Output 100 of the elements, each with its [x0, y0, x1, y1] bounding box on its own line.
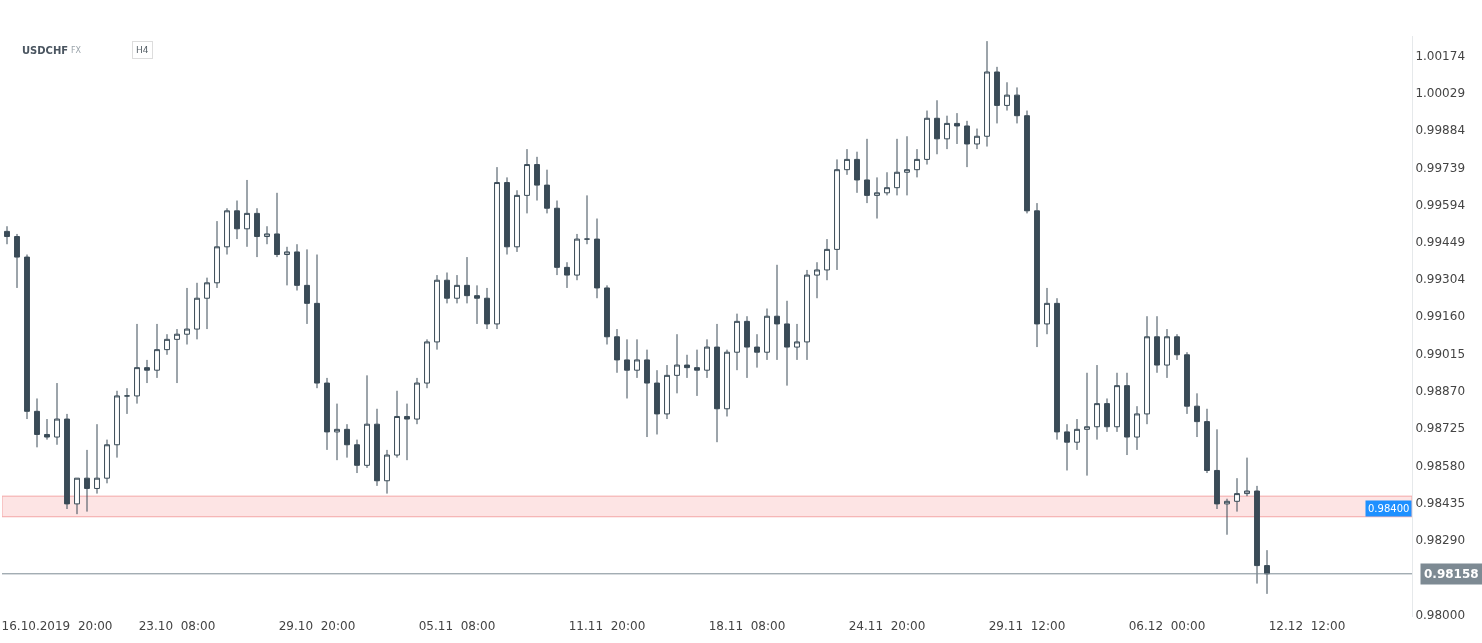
candlestick: [704, 338, 710, 379]
candlestick: [254, 207, 260, 258]
candlestick: [684, 354, 690, 379]
candlestick: [234, 200, 240, 240]
annotation: H4: [136, 45, 149, 55]
candlestick: [874, 176, 880, 220]
x-tick-label: 11.11 20:00: [568, 619, 646, 633]
candlestick: [564, 261, 570, 289]
candlestick: [654, 369, 660, 435]
candlestick: [504, 176, 510, 256]
ref-line-label: 0.98158: [1424, 567, 1479, 581]
candlestick: [994, 66, 1000, 124]
candlestick: [134, 323, 140, 405]
candlestick: [384, 449, 390, 495]
band-label: 0.98400: [1368, 503, 1410, 514]
candlestick: [944, 115, 950, 150]
x-tick-label: 29.11 12:00: [988, 619, 1066, 633]
candlestick: [954, 112, 960, 145]
candlestick: [444, 272, 450, 304]
candlestick: [794, 323, 800, 361]
candlestick: [294, 243, 300, 292]
candlestick: [754, 333, 760, 369]
candlestick: [1074, 418, 1080, 451]
candlestick: [474, 284, 480, 325]
candlestick: [714, 323, 720, 443]
y-tick-label: 0.98870: [1415, 383, 1466, 398]
candlestick: [264, 225, 270, 245]
candlestick: [1034, 202, 1040, 348]
candlestick: [834, 158, 840, 271]
candlestick: [124, 387, 130, 415]
x-tick-label: 29.10 20:00: [278, 619, 356, 633]
candlestick: [1164, 328, 1170, 379]
y-tick-label: 0.99449: [1415, 235, 1466, 250]
candlestick: [804, 269, 810, 361]
candlestick: [534, 156, 540, 202]
candlestick: [924, 110, 930, 166]
candlestick: [204, 277, 210, 330]
candlestick: [614, 328, 620, 374]
candlestick: [114, 390, 120, 459]
candlestick: [414, 377, 420, 425]
candlestick: [784, 300, 790, 387]
candlestick: [574, 233, 580, 281]
candlestick: [164, 333, 170, 356]
candlestick: [1114, 372, 1120, 433]
candlestick: [524, 148, 530, 214]
y-tick-label: 0.99160: [1415, 309, 1466, 324]
candlestick: [494, 166, 500, 330]
y-tick-label: 0.99594: [1415, 197, 1466, 212]
candlestick: [694, 349, 700, 397]
x-tick-label: 06.12 00:00: [1128, 619, 1206, 633]
candlestick: [144, 359, 150, 384]
candlestick: [324, 377, 330, 451]
candlestick: [434, 274, 440, 351]
candlestick: [214, 220, 220, 289]
candlestick: [964, 120, 970, 168]
candlestick: [904, 135, 910, 196]
candlestick: [274, 192, 280, 258]
candlestick: [194, 282, 200, 340]
candlestick: [1144, 315, 1150, 425]
x-tick-label: 12.12 12:00: [1268, 619, 1346, 633]
candlestick: [1174, 333, 1180, 361]
y-tick-label: 0.99884: [1415, 123, 1466, 138]
candlestick: [4, 225, 10, 245]
candlestick: [584, 194, 590, 245]
candlestick: [974, 128, 980, 150]
y-tick-label: 0.98725: [1415, 421, 1466, 436]
candlestick: [64, 413, 70, 510]
candlestick: [1054, 297, 1060, 441]
candlestick: [814, 261, 820, 299]
candlestick: [1024, 110, 1030, 214]
candlestick: [764, 308, 770, 361]
candlestick: [774, 264, 780, 361]
candlestick: [44, 418, 50, 441]
y-tick-label: 0.98580: [1415, 458, 1466, 473]
candlestick: [454, 274, 460, 304]
candlestick: [664, 364, 670, 420]
candlestick: [244, 179, 250, 248]
candlestick: [284, 246, 290, 286]
candlestick: [1234, 477, 1240, 513]
y-tick-label: 0.99015: [1415, 346, 1466, 361]
candlestick: [1134, 405, 1140, 451]
candlestick: [984, 40, 990, 148]
y-tick-label: 0.99304: [1415, 272, 1466, 287]
candlestick: [544, 169, 550, 214]
candlestick: [344, 423, 350, 459]
candlestick: [334, 403, 340, 461]
candlestick: [304, 248, 310, 325]
candlestick: [1184, 351, 1190, 415]
candlestick: [604, 284, 610, 345]
candlestick: [554, 200, 560, 276]
candlestick: [1244, 457, 1250, 497]
candlestick: [864, 138, 870, 204]
candlestick: [104, 439, 110, 484]
candlestick: [734, 313, 740, 371]
y-tick-label: 0.99739: [1415, 160, 1466, 175]
candlestick: [94, 423, 100, 495]
candlestick: [364, 374, 370, 469]
candlestick: [884, 171, 890, 196]
candlestick: [24, 254, 30, 420]
candlestick: [824, 238, 830, 281]
